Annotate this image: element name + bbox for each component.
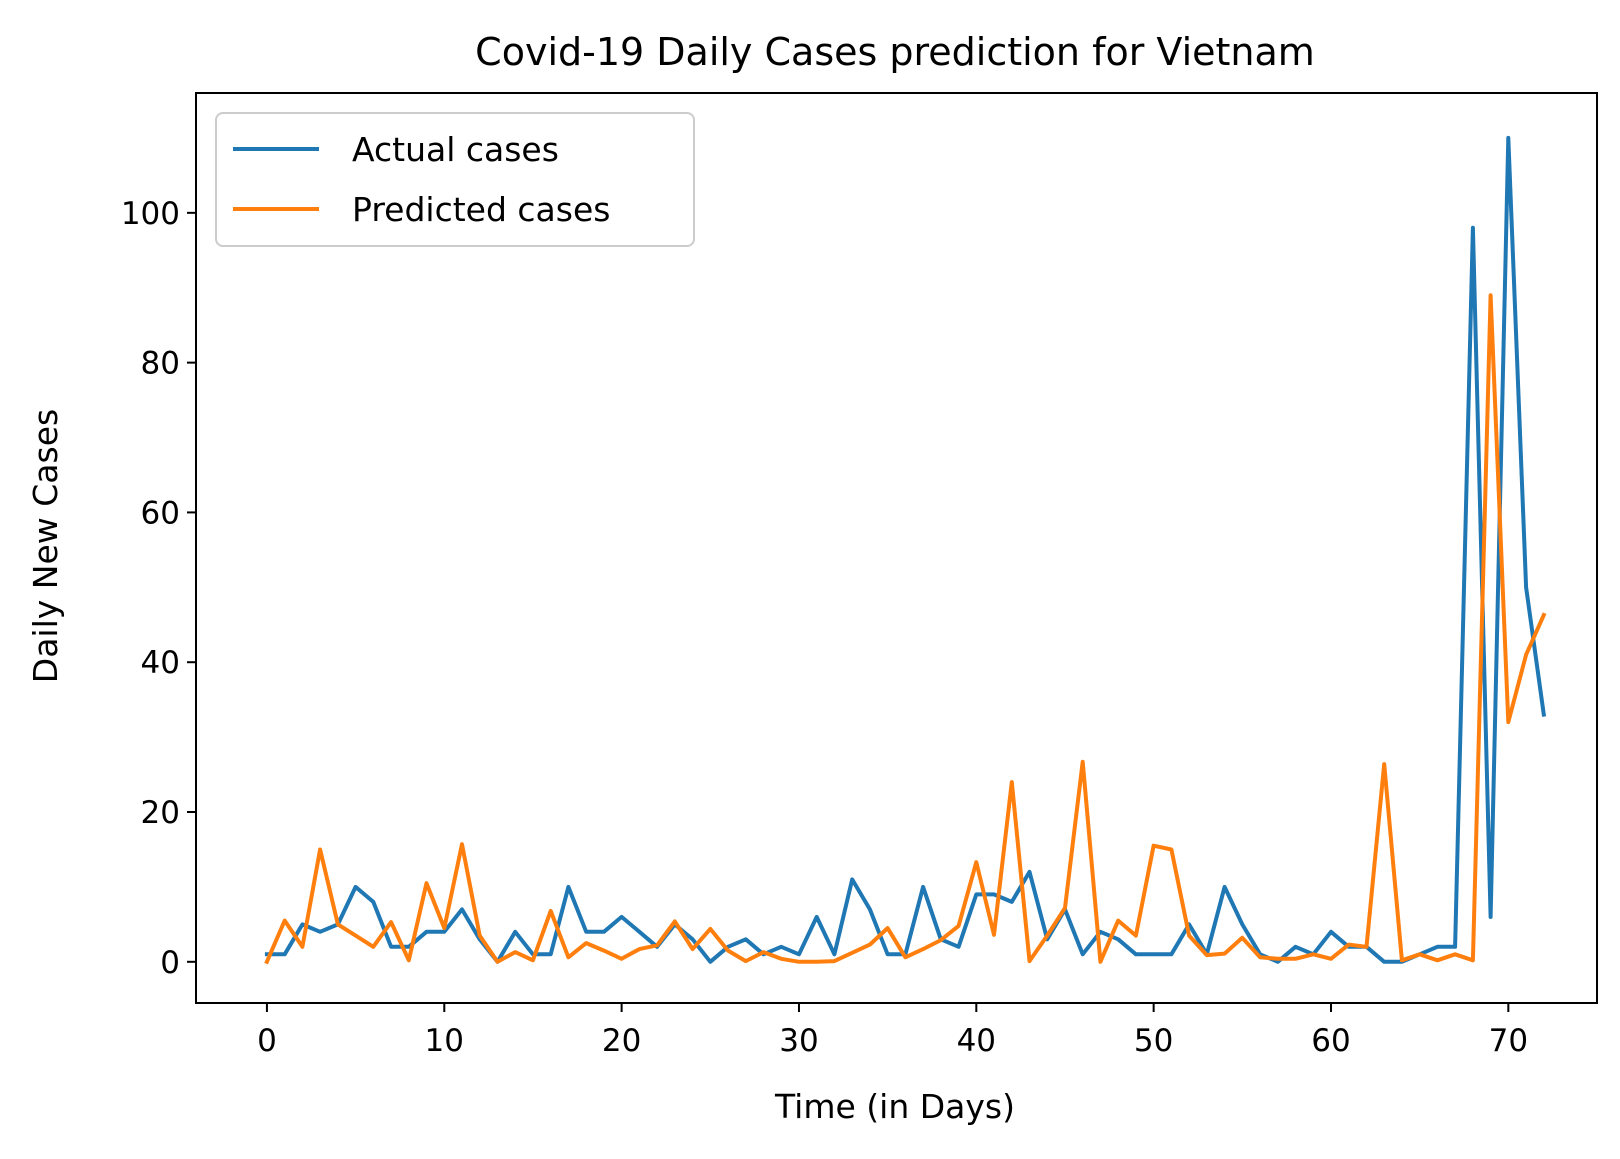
y-tick-label: 60 — [141, 495, 180, 531]
legend-box — [215, 112, 695, 247]
x-axis-label: Time (in Days) — [774, 1087, 1015, 1126]
x-tick-label: 30 — [779, 1023, 818, 1059]
x-tick-label: 50 — [1134, 1023, 1173, 1059]
plot-area — [264, 135, 1547, 965]
y-tick-label: 100 — [121, 196, 180, 232]
x-tick-label: 0 — [257, 1023, 277, 1059]
plot-frame — [195, 92, 1598, 1004]
x-tick-label: 20 — [602, 1023, 641, 1059]
y-axis-label: Daily New Cases — [26, 409, 65, 683]
x-tick-label: 10 — [425, 1023, 464, 1059]
chart-title: Covid-19 Daily Cases prediction for Viet… — [475, 30, 1315, 74]
x-tick-label: 70 — [1489, 1023, 1528, 1059]
y-tick-label: 80 — [141, 346, 180, 382]
legend-label-actual: Actual cases — [352, 130, 559, 169]
legend-label-predicted: Predicted cases — [352, 190, 610, 229]
x-tick-label: 60 — [1311, 1023, 1350, 1059]
x-tick-label: 40 — [957, 1023, 996, 1059]
series-line-predicted — [264, 293, 1547, 965]
y-tick-label: 40 — [141, 645, 180, 681]
y-tick-label: 0 — [160, 945, 180, 981]
legend: Actual cases Predicted cases — [215, 112, 695, 247]
axes: 0 10 20 30 40 50 60 70 0 20 40 60 80 100 — [121, 196, 1528, 1059]
y-tick-label: 20 — [141, 795, 180, 831]
